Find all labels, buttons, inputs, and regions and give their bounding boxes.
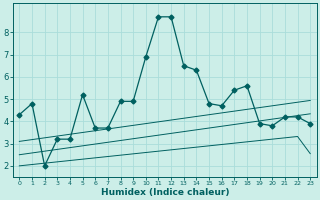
- X-axis label: Humidex (Indice chaleur): Humidex (Indice chaleur): [100, 188, 229, 197]
